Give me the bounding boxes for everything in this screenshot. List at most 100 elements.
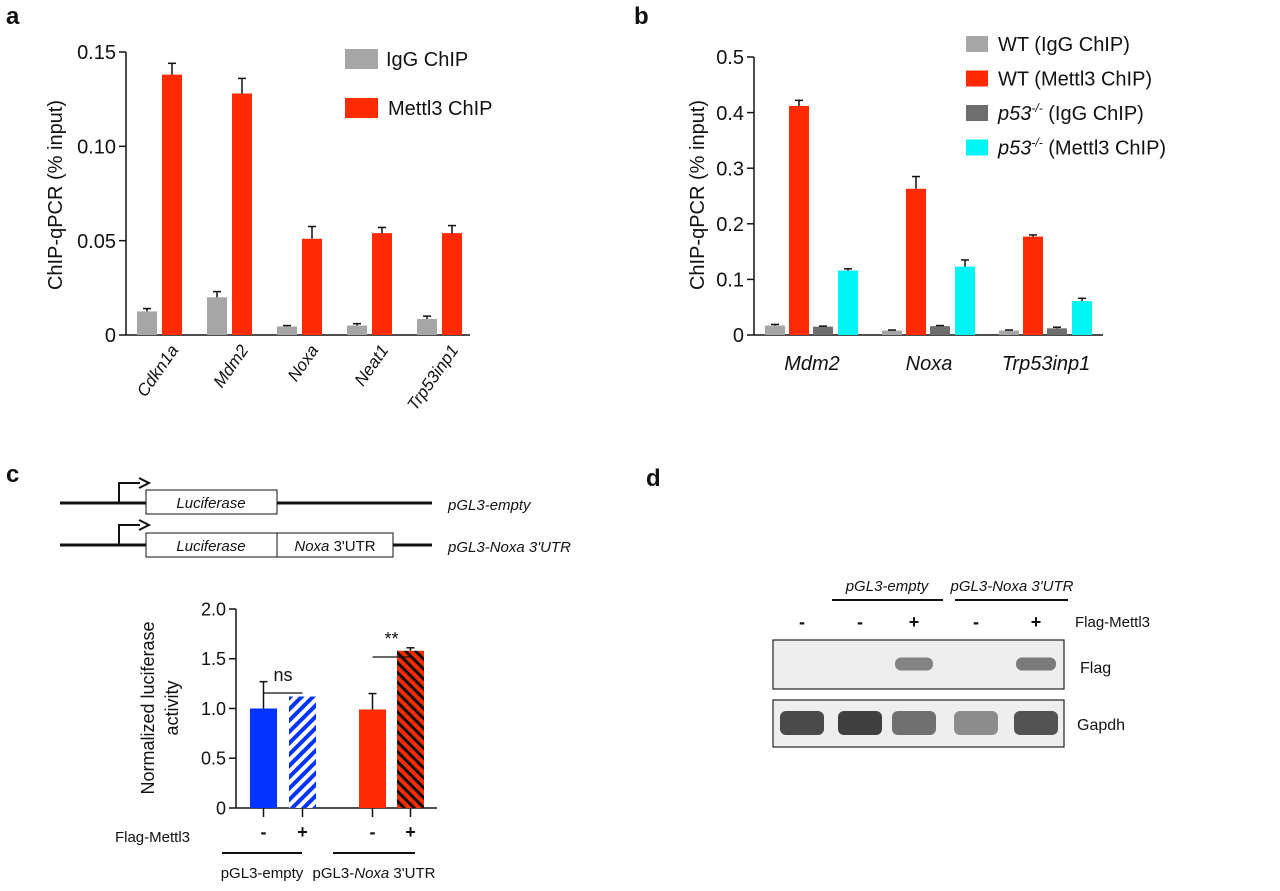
bar-1: [289, 696, 316, 808]
bar-0: [250, 708, 277, 808]
lane-sign: -: [973, 612, 979, 632]
blot-band-gapdh: [838, 711, 882, 735]
bar-trp53inp1-2: [1047, 328, 1067, 335]
construct-label-empty: pGL3-empty: [447, 497, 532, 514]
construct-label-noxa: pGL3-Noxa 3'UTR: [447, 539, 571, 556]
x-tick-label: Cdkn1a: [133, 341, 182, 400]
y-tick-label: 0: [105, 325, 116, 347]
blot-band-gapdh: [1014, 711, 1058, 735]
blot-row-label-gapdh: Gapdh: [1077, 717, 1125, 734]
bar-cdkn1a-0: [137, 311, 157, 335]
legend-swatch: [966, 139, 988, 156]
bar-cdkn1a-1: [162, 74, 182, 335]
y-tick-label: 0: [733, 325, 744, 347]
flag-mettl3-sign: +: [297, 822, 308, 842]
panel-label-c: c: [6, 461, 19, 488]
bar-mdm2-3: [838, 270, 858, 335]
bar-noxa-3: [955, 266, 975, 335]
lane-sign: +: [1031, 612, 1042, 632]
y-tick-label: 0.5: [201, 749, 226, 769]
blot-band-gapdh: [954, 711, 998, 735]
lane-sign: +: [909, 612, 920, 632]
bar-mdm2-2: [813, 326, 833, 335]
significance-label: **: [384, 629, 398, 649]
chart-b: ChIP-qPCR (% input) 0 0.1 0.2 0.3 0.4 0.5 Mdm2…: [687, 34, 1166, 375]
blot-condition-label: Flag-Mettl3: [1075, 614, 1150, 631]
panel-label-d: d: [646, 465, 661, 492]
bar-trp53inp1-0: [417, 318, 437, 335]
bar-2: [359, 709, 386, 808]
promoter-arrow-icon: [118, 482, 140, 503]
y-tick-label: 1.0: [201, 699, 226, 719]
flag-mettl3-sign: +: [405, 822, 416, 842]
bar-3: [397, 650, 424, 808]
bar-noxa-0: [882, 330, 902, 335]
y-tick-label: 2.0: [201, 599, 226, 619]
legend-label: p53-/- (IgG ChIP): [997, 101, 1144, 125]
y-tick-label: 0.1: [716, 270, 744, 292]
legend-swatch-mettl3: [345, 98, 378, 118]
significance-label: ns: [273, 665, 292, 685]
x-tick-label: Trp53inp1: [1002, 353, 1091, 375]
x-tick-label: Trp53inp1: [404, 341, 463, 414]
bar-trp53inp1-0: [999, 330, 1019, 335]
y-tick-label: 0.5: [716, 47, 744, 69]
luciferase-label: Luciferase: [176, 538, 245, 555]
legend-label: WT (Mettl3 ChIP): [998, 69, 1152, 91]
y-axis-label: activity: [162, 680, 182, 735]
blot-band-flag: [1016, 657, 1056, 671]
bar-mdm2-0: [765, 325, 785, 335]
panel-label-a: a: [6, 3, 20, 30]
bar-neat1-1: [372, 233, 392, 335]
blot-band-gapdh: [892, 711, 936, 735]
y-tick-label: 0.15: [77, 42, 116, 64]
y-tick-label: 0.10: [77, 137, 116, 159]
y-axis-label: Normalized luciferase: [138, 621, 158, 794]
blot-band-flag: [895, 657, 933, 671]
bar-neat1-0: [347, 325, 367, 335]
noxa-utr-label: Noxa 3'UTR: [294, 538, 375, 555]
legend-label-mettl3: Mettl3 ChIP: [388, 98, 492, 120]
y-tick-label: 0.4: [716, 103, 744, 125]
bar-mdm2-1: [789, 105, 809, 335]
blot-group-label-noxa: pGL3-Noxa 3'UTR: [950, 578, 1074, 595]
y-tick-label: 0.3: [716, 158, 744, 180]
bar-trp53inp1-1: [1023, 236, 1043, 335]
chart-c: Normalized luciferase activity Flag-Mett…: [115, 599, 437, 882]
luciferase-label: Luciferase: [176, 495, 245, 512]
group-label-empty: pGL3-empty: [221, 865, 304, 882]
y-tick-label: 1.5: [201, 649, 226, 669]
noxa-utr-box: [276, 532, 394, 558]
x-tick-label: Noxa: [284, 341, 322, 384]
western-blot: pGL3-empty pGL3-Noxa 3'UTR Flag-Mettl3 F…: [772, 578, 1150, 748]
bar-noxa-1: [302, 238, 322, 335]
bar-noxa-2: [930, 326, 950, 335]
legend-swatch: [966, 70, 988, 87]
bar-noxa-1: [906, 188, 926, 335]
legend-label-igg: IgG ChIP: [386, 49, 468, 71]
y-axis-label: ChIP-qPCR (% input): [687, 100, 709, 290]
x-tick-label: Noxa: [906, 353, 953, 375]
y-tick-label: 0.2: [716, 214, 744, 236]
legend-swatch: [966, 36, 988, 52]
luciferase-box: [145, 532, 278, 558]
bar-trp53inp1-1: [442, 233, 462, 335]
panel-label-b: b: [634, 3, 649, 30]
legend-label: p53-/- (Mettl3 ChIP): [997, 136, 1166, 160]
legend-swatch: [966, 105, 988, 121]
group-label-noxa: pGL3-Noxa 3'UTR: [313, 865, 436, 882]
blot-band-gapdh: [780, 711, 824, 735]
x-tick-label: Neat1: [351, 341, 393, 389]
legend-label: WT (IgG ChIP): [998, 34, 1130, 56]
y-tick-label: 0: [216, 798, 226, 818]
flag-mettl3-sign: -: [261, 822, 267, 842]
y-tick-label: 0.05: [77, 231, 116, 253]
bar-trp53inp1-3: [1072, 301, 1092, 335]
blot-group-label-empty: pGL3-empty: [845, 578, 930, 595]
construct-diagram: Luciferase pGL3-empty Luciferase Noxa 3'…: [60, 477, 571, 558]
bar-noxa-0: [277, 326, 297, 335]
luciferase-box: [145, 489, 278, 515]
flag-mettl3-row-label: Flag-Mettl3: [115, 829, 190, 846]
blot-row-label-flag: Flag: [1080, 660, 1111, 677]
